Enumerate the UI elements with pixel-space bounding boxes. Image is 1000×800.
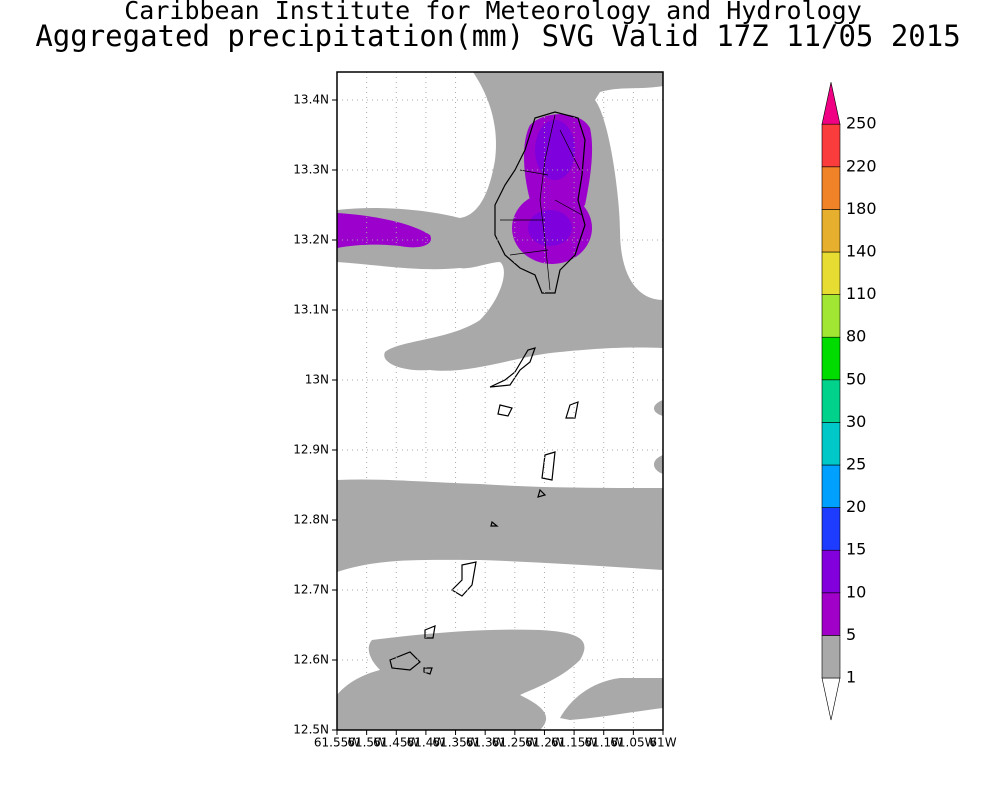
y-tick-label: 12.5N bbox=[293, 723, 329, 737]
precip-10mm bbox=[528, 210, 572, 246]
colorbar-segment bbox=[821, 549, 841, 594]
grid: 13.4N 13.3N 13.2N 13.1N 13N 12.9N 12.8N 12.7N 12… bbox=[293, 72, 677, 750]
colorbar-label: 140 bbox=[846, 242, 877, 261]
colorbar-segment bbox=[821, 166, 841, 210]
precip-1mm bbox=[337, 629, 585, 730]
precip-10mm bbox=[535, 120, 575, 180]
x-tick-label: 61.5W bbox=[347, 736, 386, 750]
x-tick-label: 61.3W bbox=[466, 736, 505, 750]
map-frame bbox=[336, 71, 664, 731]
colorbar-label: 15 bbox=[846, 540, 866, 559]
colorbar-segment bbox=[821, 294, 841, 338]
x-tick-label: 61.45W bbox=[373, 736, 419, 750]
x-tick-label: 61.05W bbox=[610, 736, 656, 750]
y-tick-label: 12.9N bbox=[293, 443, 329, 457]
parish-boundaries bbox=[500, 114, 583, 291]
colorbar-segment bbox=[821, 464, 841, 508]
colorbar-segment bbox=[821, 379, 841, 423]
islands-grenadines bbox=[389, 347, 579, 675]
x-tick-label: 61.25W bbox=[492, 736, 538, 750]
colorbar-segment bbox=[821, 123, 841, 168]
colorbar-segment bbox=[821, 635, 841, 679]
colorbar-label: 180 bbox=[846, 199, 877, 218]
colorbar-label: 5 bbox=[846, 625, 856, 644]
precip-1mm bbox=[653, 400, 663, 474]
colorbar-segment bbox=[821, 592, 841, 636]
colorbar-label: 20 bbox=[846, 497, 866, 516]
x-tick-label: 61.15W bbox=[551, 736, 597, 750]
title: Caribbean Institute for Meteorology and … bbox=[124, 0, 862, 25]
colorbar-label: 10 bbox=[846, 582, 866, 601]
island-st-vincent bbox=[494, 111, 586, 294]
colorbar-label: 50 bbox=[846, 369, 866, 388]
x-tick-label: 61.1W bbox=[584, 736, 623, 750]
precip-1mm bbox=[560, 678, 663, 720]
y-tick-label: 13.4N bbox=[293, 93, 329, 107]
colorbar-label: 220 bbox=[846, 156, 877, 175]
x-tick-label: 61.4W bbox=[407, 736, 446, 750]
precip-1mm bbox=[337, 479, 663, 572]
x-tick-label: 61.35W bbox=[432, 736, 478, 750]
colorbar-bottom bbox=[821, 677, 841, 721]
y-tick-label: 13.1N bbox=[293, 303, 329, 317]
colorbar-label: 80 bbox=[846, 327, 866, 346]
y-tick-label: 13N bbox=[305, 373, 329, 387]
colorbar-label: 110 bbox=[846, 284, 877, 303]
colorbar-segment bbox=[821, 422, 841, 466]
map-area bbox=[337, 72, 663, 730]
colorbar-label: 1 bbox=[846, 668, 856, 687]
colorbar-segment bbox=[821, 251, 841, 295]
subtitle: Aggregated precipitation(mm) SVG Valid 1… bbox=[35, 19, 960, 53]
colorbar-segment bbox=[821, 507, 841, 551]
precip-5mm bbox=[337, 213, 431, 248]
colorbar-top bbox=[821, 82, 841, 125]
colorbar-label: 30 bbox=[846, 412, 866, 431]
colorbar-segment bbox=[821, 209, 841, 253]
colorbar-label: 25 bbox=[846, 455, 866, 474]
x-tick-label: 61.55W bbox=[314, 736, 360, 750]
x-tick-label: 61.2W bbox=[525, 736, 564, 750]
y-tick-label: 13.3N bbox=[293, 163, 329, 177]
y-tick-label: 12.8N bbox=[293, 513, 329, 527]
x-tick-label: 61W bbox=[649, 736, 676, 750]
y-tick-label: 13.2N bbox=[293, 233, 329, 247]
colorbar-label: 250 bbox=[846, 114, 877, 133]
y-tick-label: 12.6N bbox=[293, 653, 329, 667]
colorbar-segment bbox=[821, 336, 841, 381]
y-tick-label: 12.7N bbox=[293, 583, 329, 597]
